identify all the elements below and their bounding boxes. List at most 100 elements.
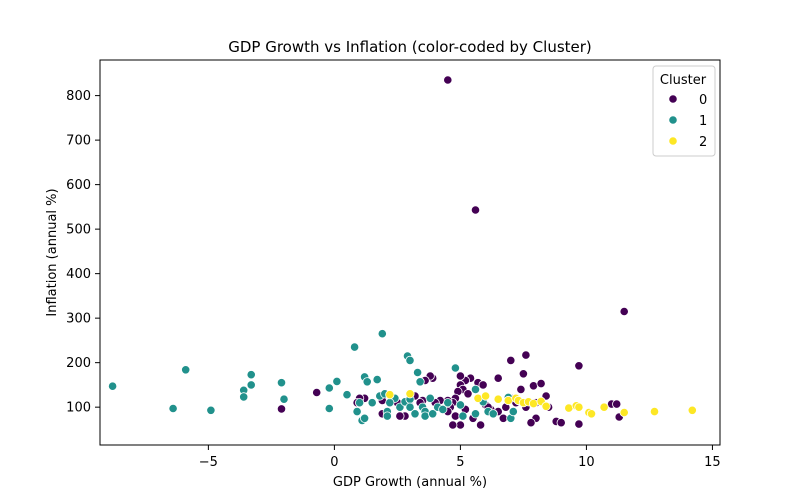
data-point <box>599 402 609 412</box>
data-point <box>470 384 481 394</box>
data-point <box>526 418 536 428</box>
data-point <box>488 409 498 419</box>
x-tick-label: −5 <box>199 455 218 470</box>
chart-title: GDP Growth vs Inflation (color-coded by … <box>228 38 592 56</box>
x-tick-label: 15 <box>704 455 721 470</box>
series-cluster-2 <box>385 389 697 419</box>
data-point <box>463 389 473 399</box>
data-point <box>279 394 289 404</box>
data-point <box>455 400 465 410</box>
data-point <box>239 392 249 402</box>
data-point <box>438 404 448 414</box>
legend-marker-cluster-0 <box>668 94 678 104</box>
data-point <box>385 390 395 400</box>
data-point <box>415 377 425 387</box>
data-point <box>541 401 551 411</box>
data-point <box>528 398 539 409</box>
plot-frame <box>99 59 721 446</box>
data-point <box>342 390 352 400</box>
data-point <box>455 420 465 430</box>
data-point <box>508 406 518 417</box>
y-tick-label: 200 <box>66 356 91 371</box>
data-point <box>412 367 423 378</box>
data-point <box>168 403 178 414</box>
data-point <box>493 373 503 383</box>
legend-marker-cluster-2 <box>668 136 678 146</box>
data-point <box>181 365 191 375</box>
data-point <box>649 406 660 417</box>
points-layer <box>108 75 697 430</box>
data-point <box>473 393 483 403</box>
data-point <box>354 398 365 408</box>
data-point <box>395 411 405 421</box>
y-tick-label: 400 <box>66 267 91 282</box>
y-tick-label: 700 <box>66 134 91 149</box>
data-point <box>276 378 287 388</box>
data-point <box>619 306 629 317</box>
data-point <box>521 350 531 360</box>
legend-title: Cluster <box>660 73 707 88</box>
data-point <box>443 75 453 85</box>
data-point <box>246 380 256 390</box>
data-point <box>536 378 546 389</box>
y-tick-label: 600 <box>66 178 91 193</box>
data-point <box>405 402 415 412</box>
data-point <box>586 409 597 419</box>
series-cluster-0 <box>276 75 629 430</box>
data-point <box>506 355 516 365</box>
data-point <box>377 329 387 339</box>
y-tick-label: 500 <box>66 223 91 238</box>
legend-label-cluster-2: 2 <box>699 135 707 150</box>
data-point <box>382 411 392 421</box>
data-point <box>443 398 453 408</box>
data-point <box>362 377 372 387</box>
data-point <box>405 355 415 365</box>
legend-box <box>652 65 716 157</box>
data-point <box>556 418 566 428</box>
data-point <box>612 399 622 409</box>
data-point <box>687 405 697 415</box>
data-point <box>574 419 584 429</box>
y-tick-label: 800 <box>66 89 91 104</box>
data-point <box>455 371 465 381</box>
data-point <box>410 409 420 419</box>
data-point <box>359 413 370 423</box>
x-axis: −5 0 5 10 15 <box>199 445 721 470</box>
data-point <box>458 411 468 421</box>
data-point <box>475 420 486 430</box>
data-point <box>516 384 526 394</box>
legend-marker-cluster-1 <box>668 115 678 125</box>
data-point <box>324 383 334 393</box>
data-point <box>372 374 382 385</box>
y-tick-label: 100 <box>66 401 91 416</box>
data-point <box>352 406 362 417</box>
data-point <box>450 363 460 373</box>
data-point <box>574 402 584 412</box>
data-point <box>503 395 513 406</box>
data-point <box>528 381 539 391</box>
data-point <box>574 361 584 371</box>
data-point <box>420 411 430 421</box>
data-point <box>448 420 458 430</box>
data-point <box>324 403 334 414</box>
data-point <box>480 391 491 401</box>
y-axis-label: Inflation (annual %) <box>45 188 60 316</box>
data-point <box>312 387 322 398</box>
legend: Cluster 0 1 2 <box>652 65 716 157</box>
data-point <box>349 342 360 352</box>
data-point <box>405 389 415 399</box>
data-point <box>246 370 256 380</box>
x-tick-label: 0 <box>330 455 338 470</box>
data-point <box>619 407 629 418</box>
data-point <box>470 205 481 215</box>
data-point <box>428 409 438 419</box>
x-tick-label: 5 <box>456 455 464 470</box>
data-point <box>276 404 287 414</box>
data-point <box>518 369 529 379</box>
legend-items: 0 1 2 <box>668 93 707 150</box>
data-point <box>425 393 435 403</box>
y-tick-label: 300 <box>66 312 91 327</box>
x-axis-label: GDP Growth (annual %) <box>333 475 487 490</box>
data-point <box>493 394 503 404</box>
